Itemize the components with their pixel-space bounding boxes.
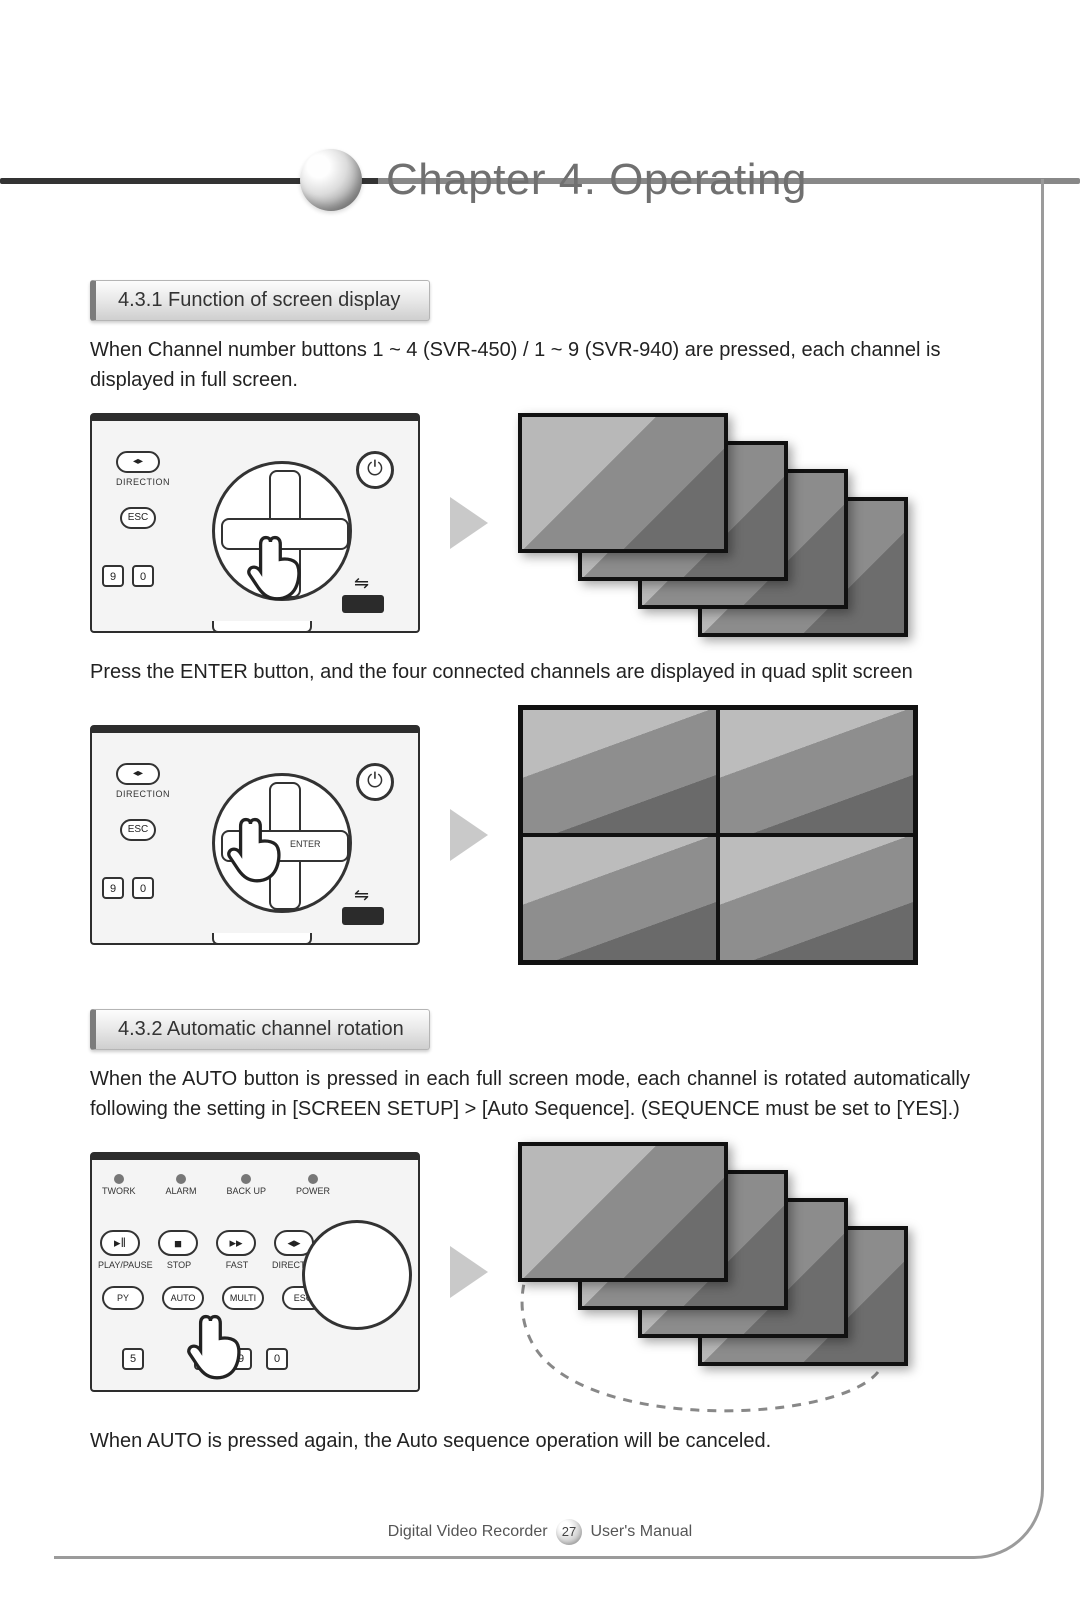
lbl-play: PLAY/PAUSE [98,1260,144,1270]
stop-button: ■ [158,1230,198,1256]
arrow-icon [450,1246,488,1298]
screenshot-thumb [518,413,728,553]
arrow-icon [450,809,488,861]
arrow-icon [450,497,488,549]
quad-cell [720,837,913,960]
led-backup: BACK UP [227,1174,267,1196]
direction-label: DIRECTION [116,789,170,799]
cascade-screens-rotation [518,1142,938,1402]
para-432-2: When AUTO is pressed again, the Auto seq… [90,1426,970,1456]
device-panel-enter: ◂▸ DIRECTION ESC 9 0 ENTER [90,725,420,945]
lbl-fast: FAST [214,1260,260,1270]
chapter-header: Chapter 4. Operating [300,140,1000,220]
dpad-mini [302,1220,412,1330]
esc-button: ESC [120,507,156,529]
num-9: 9 [102,565,124,587]
num-0: 0 [132,565,154,587]
usb-port-icon [342,907,384,925]
direction-button: ◂▸ [116,763,160,785]
lbl-stop: STOP [156,1260,202,1270]
cascade-screens [518,413,938,633]
content-area: 4.3.1 Function of screen display When Ch… [90,280,970,1474]
figure-row-2: ◂▸ DIRECTION ESC 9 0 ENTER [90,705,970,965]
transport-buttons: ▸ǁ ■ ▸▸ ◂▸ [100,1230,314,1256]
para-431-1: When Channel number buttons 1 ~ 4 (SVR-4… [90,335,970,395]
page-number: 27 [556,1519,582,1545]
enter-label: ENTER [290,839,321,849]
num-9: 9 [230,1348,252,1370]
quad-cell [523,837,716,960]
number-buttons: 5 . 8 9 0 [122,1348,288,1370]
play-pause-button: ▸ǁ [100,1230,140,1256]
quad-cell [720,710,913,833]
screenshot-thumb [518,1142,728,1282]
num-5: 5 [122,1348,144,1370]
footer-left: Digital Video Recorder [388,1523,548,1540]
quad-split-screen [518,705,918,965]
number-row: 9 0 [102,565,154,587]
esc-button: ESC [120,819,156,841]
power-button [356,763,394,801]
section-heading-431: 4.3.1 Function of screen display [90,280,430,321]
figure-row-1: ◂▸ DIRECTION ESC 9 0 [90,413,970,633]
section-heading-432: 4.3.2 Automatic channel rotation [90,1009,430,1050]
num-8: 8 [194,1348,216,1370]
figure-row-3: TWORK ALARM BACK UP POWER ▸ǁ ■ ▸▸ ◂▸ PLA… [90,1142,970,1402]
page-footer: Digital Video Recorder 27 User's Manual [0,1519,1080,1545]
chapter-bullet-sphere [300,149,362,211]
page: Chapter 4. Operating 4.3.1 Function of s… [0,0,1080,1619]
para-432-1: When the AUTO button is pressed in each … [90,1064,970,1124]
quad-cell [523,710,716,833]
dpad [212,773,352,913]
led-power: POWER [296,1174,330,1196]
transport-labels: PLAY/PAUSE STOP FAST DIRECTION [98,1260,318,1270]
chapter-title: Chapter 4. Operating [386,155,807,205]
led-alarm: ALARM [166,1174,197,1196]
mid-buttons: PY AUTO MULTI ESC [102,1286,324,1310]
led-row: TWORK ALARM BACK UP POWER [102,1174,330,1196]
device-panel-auto: TWORK ALARM BACK UP POWER ▸ǁ ■ ▸▸ ◂▸ PLA… [90,1152,420,1392]
usb-port-icon [342,595,384,613]
fast-button: ▸▸ [216,1230,256,1256]
device-foot [212,933,312,945]
dpad [212,461,352,601]
device-foot [212,621,312,633]
num-0: 0 [132,877,154,899]
direction-label: DIRECTION [116,477,170,487]
device-panel-channel-buttons: ◂▸ DIRECTION ESC 9 0 [90,413,420,633]
para-431-2: Press the ENTER button, and the four con… [90,657,970,687]
number-row: 9 0 [102,877,154,899]
copy-button: PY [102,1286,144,1310]
multi-button: MULTI [222,1286,264,1310]
power-button [356,451,394,489]
num-9: 9 [102,877,124,899]
num-0: 0 [266,1348,288,1370]
auto-button: AUTO [162,1286,204,1310]
footer-right: User's Manual [590,1523,692,1540]
direction-button: ◂▸ [116,451,160,473]
led-network: TWORK [102,1174,136,1196]
